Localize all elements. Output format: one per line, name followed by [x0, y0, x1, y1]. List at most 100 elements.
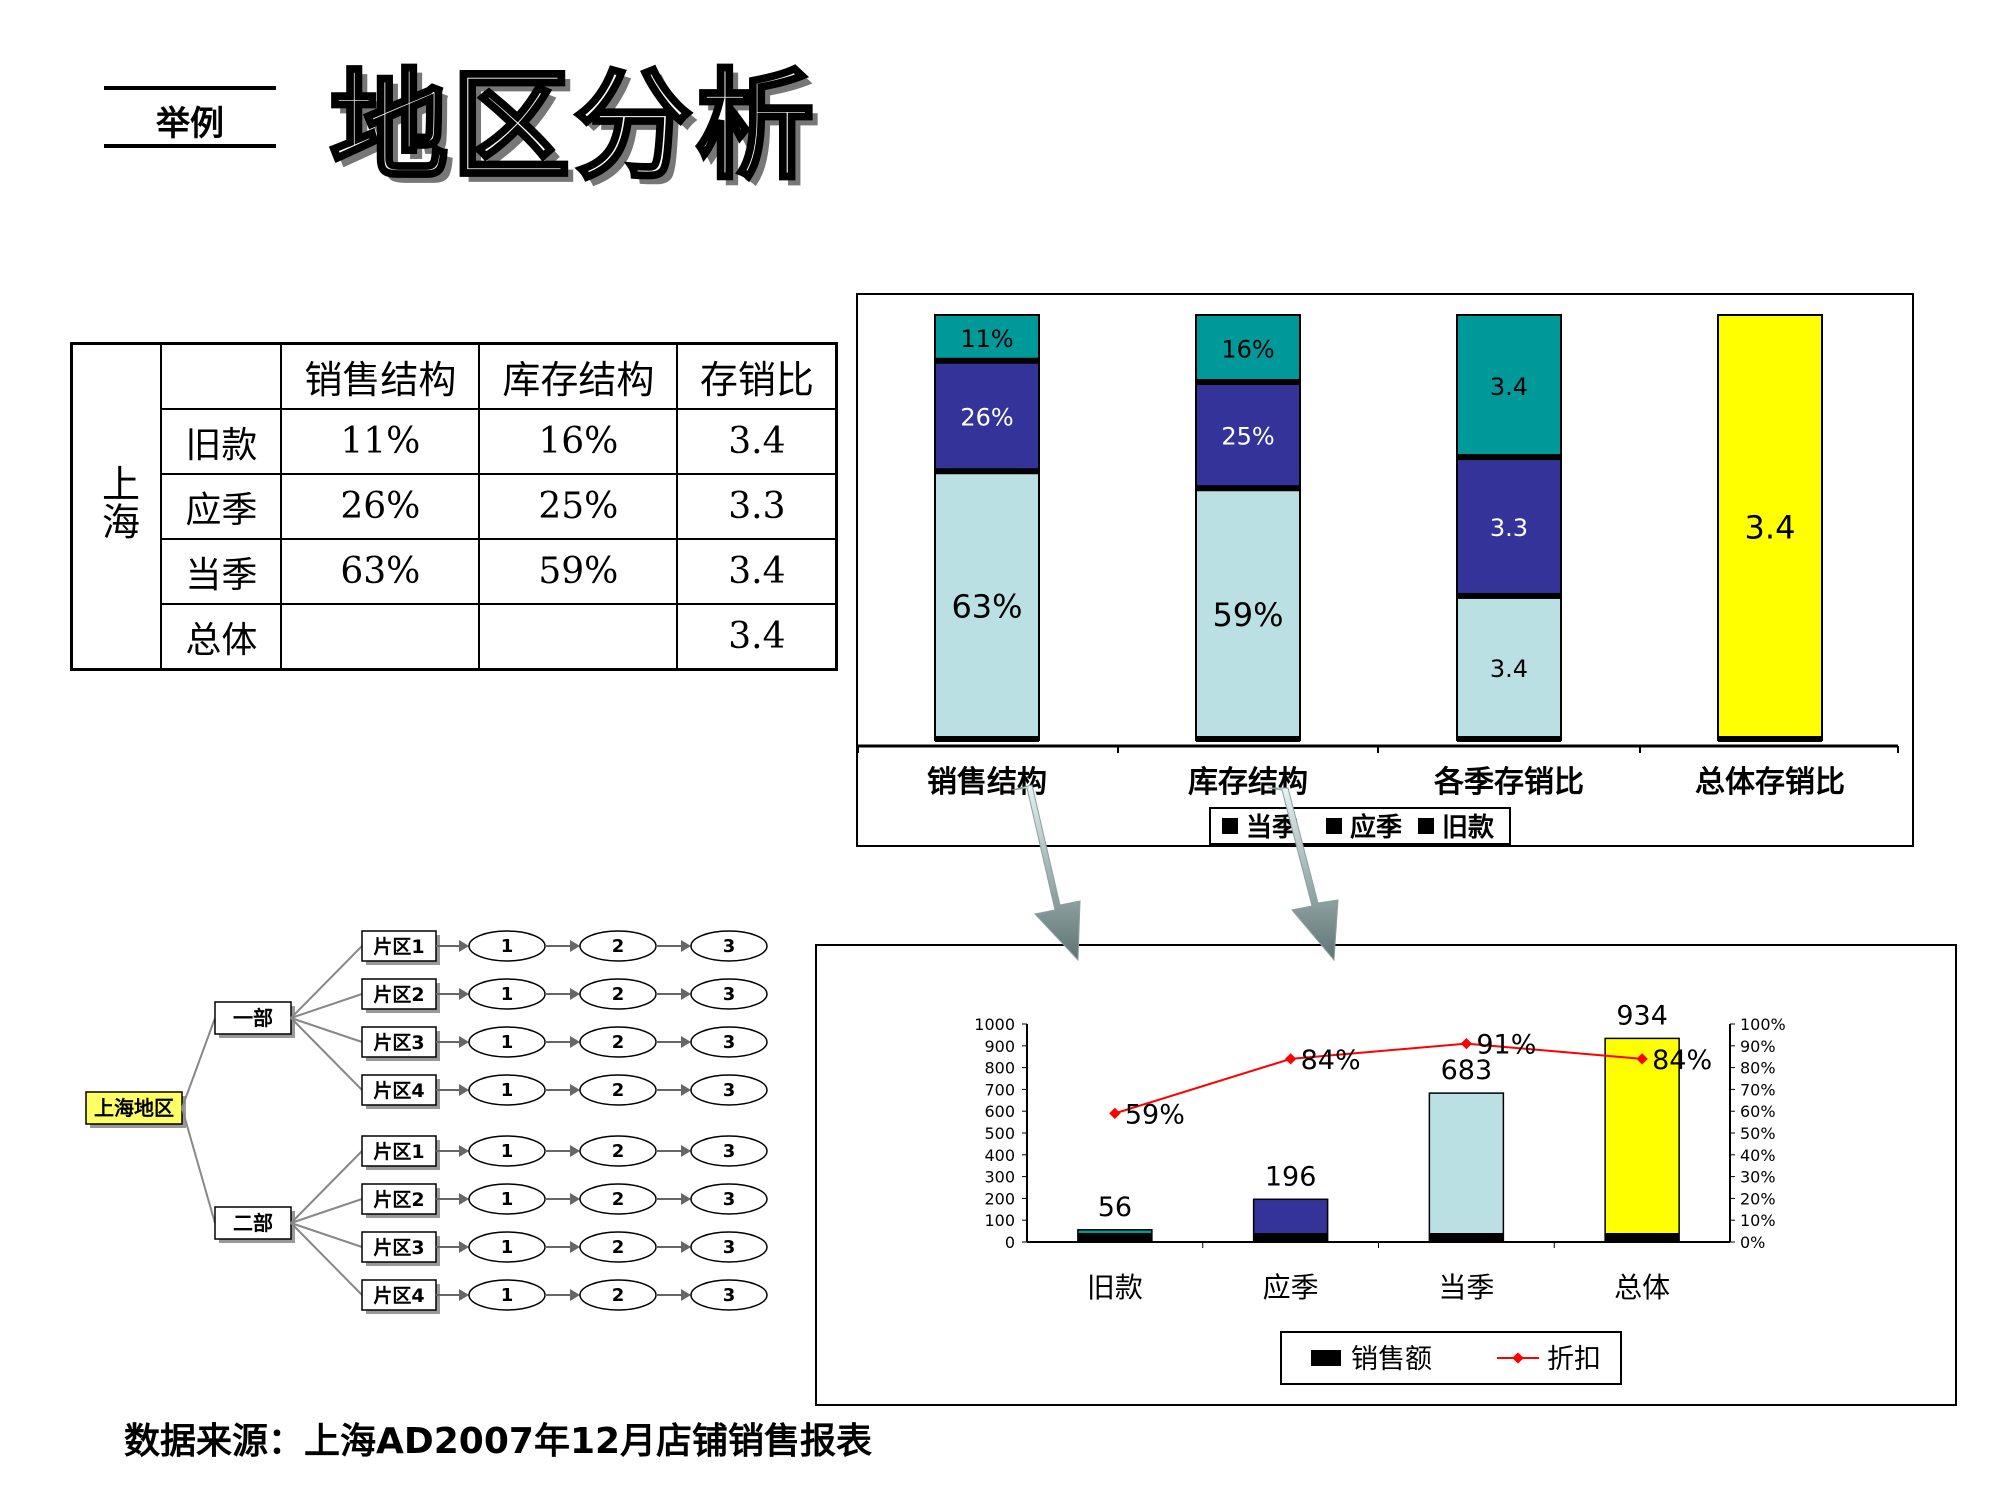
bar-base-band: [1253, 1233, 1328, 1242]
arrow-head-icon: [459, 1193, 469, 1205]
arrow-head-icon: [459, 988, 469, 1000]
legend-label: 旧款: [1442, 813, 1495, 843]
legend-marker: [1512, 1352, 1524, 1364]
step-label: 3: [723, 936, 736, 957]
department-label: 二部: [233, 1211, 273, 1235]
segment-label: 3.4: [1745, 509, 1796, 547]
region-cell: 上海: [70, 342, 163, 671]
discount-label: 84%: [1652, 1045, 1712, 1076]
step-node: [690, 1026, 768, 1058]
tree-edge: [181, 1107, 216, 1224]
chart-legend: 当季 应季 旧款: [1209, 807, 1511, 845]
data-source-note: 数据来源：上海AD2007年12月店铺销售报表: [124, 1421, 873, 1462]
tree-edge: [290, 1017, 363, 1091]
arrow-head-icon: [681, 1241, 691, 1253]
legend-swatch: [1326, 818, 1342, 834]
stacked-bar-segment: [1195, 488, 1301, 741]
arrow-head-icon: [570, 1193, 580, 1205]
y-tick-label: 1000: [974, 1015, 1015, 1034]
legend-label: 折扣: [1547, 1344, 1601, 1375]
arrow-head-icon: [570, 1145, 580, 1157]
arrow-head-icon: [570, 1084, 580, 1096]
step-label: 1: [501, 936, 514, 957]
arrow-head-icon: [459, 1084, 469, 1096]
tree-edge: [290, 945, 363, 1019]
step-label: 2: [612, 1237, 625, 1258]
segment-separator: [1196, 485, 1300, 492]
stock-cell: 16%: [478, 408, 679, 475]
zone-label: 片区4: [373, 1079, 424, 1102]
sales-bar: [1604, 1037, 1680, 1243]
stacked-bar-segment: [1456, 314, 1562, 460]
zone-node: [361, 930, 437, 962]
bar-value-label: 934: [1616, 1000, 1668, 1031]
step-label: 2: [612, 1080, 625, 1101]
segment-separator: [1457, 454, 1561, 461]
step-label: 3: [723, 1141, 736, 1162]
arrow-head-icon: [570, 940, 580, 952]
y2-tick-label: 90%: [1740, 1037, 1776, 1056]
step-label: 1: [501, 1237, 514, 1258]
step-node: [690, 1231, 768, 1263]
segment-label: 3.4: [1490, 373, 1528, 401]
step-label: 1: [501, 1032, 514, 1053]
category-label: 应季: [1263, 1271, 1319, 1304]
y-tick-label: 0: [1005, 1233, 1015, 1252]
step-label: 2: [612, 1032, 625, 1053]
ratio-cell: 3.3: [676, 473, 838, 540]
zone-node: [361, 1026, 437, 1058]
arrow-head-icon: [570, 1241, 580, 1253]
table-corner: [160, 342, 283, 410]
department-label: 一部: [233, 1006, 273, 1030]
discount-label: 84%: [1301, 1045, 1361, 1076]
legend-label: 销售额: [1351, 1344, 1432, 1375]
category-label: 销售结构: [927, 765, 1047, 800]
structure-chart-svg: 63% 26% 11% 销售结构 59% 25% 16% 库存结构 3.4 3.3 3.4 各季存销比…: [857, 314, 1899, 845]
stock-cell: 59%: [478, 538, 679, 605]
category-label: 当季: [1438, 1271, 1494, 1304]
discount-point: [1636, 1053, 1648, 1065]
y2-tick-label: 30%: [1740, 1168, 1776, 1187]
zone-node: [361, 1279, 437, 1311]
step-node: [690, 930, 768, 962]
step-label: 3: [723, 1032, 736, 1053]
discount-point: [1460, 1037, 1473, 1050]
y-tick-label: 100: [984, 1211, 1015, 1230]
stock-cell: 25%: [478, 473, 679, 540]
table-row: 应季 26% 25% 3.3: [72, 473, 838, 540]
arrow-head-icon: [681, 1193, 691, 1205]
tag-line-top: [104, 86, 276, 90]
tree-edge: [290, 1198, 363, 1224]
y2-tick-label: 80%: [1740, 1059, 1776, 1078]
segment-label: 3.3: [1490, 514, 1528, 542]
example-tag: 举例: [156, 104, 224, 144]
y2-tick-label: 50%: [1740, 1124, 1776, 1143]
segment-separator: [1718, 736, 1822, 742]
discount-line: [1114, 1042, 1643, 1115]
column-header: 库存结构: [478, 342, 679, 410]
discount-label: 59%: [1125, 1099, 1185, 1130]
arrow-head-icon: [459, 940, 469, 952]
stacked-bar-segment: [1456, 457, 1562, 598]
y2-tick-label: 0%: [1740, 1233, 1765, 1252]
segment-separator: [1457, 736, 1561, 742]
row-label: 旧款: [160, 408, 283, 475]
step-node: [690, 1074, 768, 1106]
step-label: 3: [723, 1237, 736, 1258]
step-label: 2: [612, 1189, 625, 1210]
stacked-bar-segment: [1195, 382, 1301, 491]
bar-base-band: [1605, 1233, 1680, 1242]
zone-label: 片区3: [373, 1236, 424, 1259]
tree-edge: [290, 1150, 363, 1224]
step-label: 2: [612, 1285, 625, 1306]
zone-label: 片区2: [373, 1188, 424, 1211]
step-label: 3: [723, 1189, 736, 1210]
y2-tick-label: 100%: [1740, 1015, 1786, 1034]
zone-node: [361, 978, 437, 1010]
step-label: 1: [501, 1285, 514, 1306]
legend-swatch: [1311, 1350, 1341, 1366]
structure-chart: 63% 26% 11% 销售结构 59% 25% 16% 库存结构 3.4 3.3 3.4 各季存销比…: [856, 293, 1914, 847]
y-tick-label: 300: [984, 1168, 1015, 1187]
y2-tick-label: 60%: [1740, 1102, 1776, 1121]
